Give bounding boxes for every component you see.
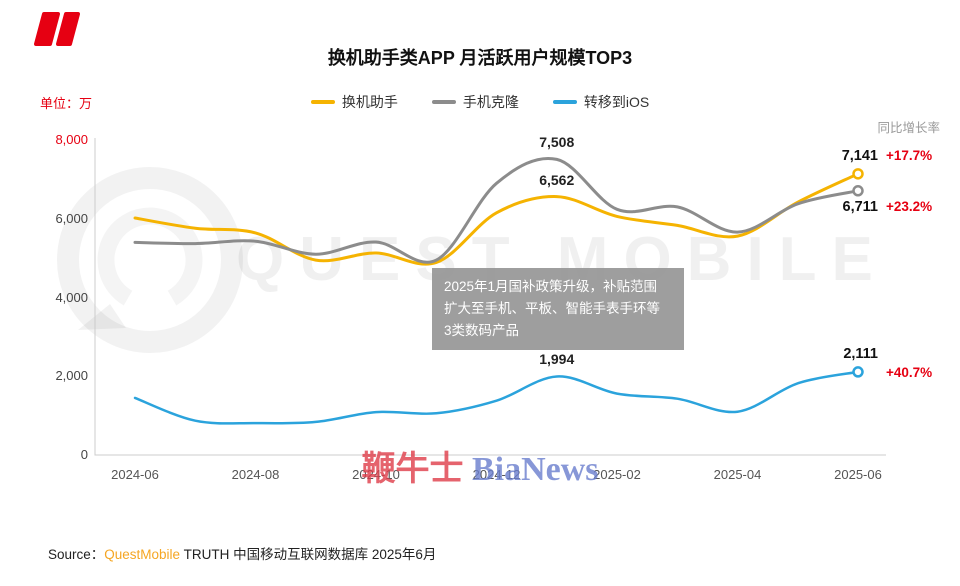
series-end-marker — [852, 366, 864, 378]
series-end-marker — [852, 168, 864, 180]
legend-item: 转移到iOS — [552, 92, 650, 112]
peak-value-label: 6,562 — [539, 171, 575, 188]
legend-swatch-icon — [431, 100, 456, 104]
peak-value-label: 7,508 — [539, 134, 575, 151]
end-value-label: 6,711 — [842, 198, 879, 215]
questmobile-logo-icon — [34, 12, 80, 46]
x-axis-tick-label: 2024-10 — [352, 467, 400, 482]
x-axis-tick-label: 2024-08 — [231, 467, 280, 482]
x-axis-tick-label: 2025-06 — [834, 467, 882, 482]
y-axis-tick-label: 8,000 — [55, 132, 88, 147]
x-axis-tick-label: 2024-12 — [472, 467, 521, 482]
chart-legend: 换机助手 手机克隆 转移到iOS — [0, 92, 960, 112]
x-axis-tick-label: 2024-06 — [111, 467, 159, 482]
x-axis-tick-label: 2025-02 — [593, 467, 641, 482]
legend-label: 换机助手 — [341, 94, 398, 110]
annotation-line: 扩大至手机、平板、智能手表手环等 — [444, 301, 660, 316]
chart-title: 换机助手类APP 月活跃用户规模TOP3 — [327, 48, 633, 68]
source-brand: QuestMobile — [104, 547, 181, 562]
legend-item: 手机克隆 — [431, 92, 519, 112]
annotation-line: 2025年1月国补政策升级，补贴范围 — [444, 279, 658, 294]
series-line — [133, 157, 860, 264]
series-line — [133, 370, 860, 425]
yoy-growth-axis-label: 同比增长率 — [877, 121, 940, 135]
legend-label: 转移到iOS — [583, 94, 650, 110]
y-axis-tick-label: 6,000 — [55, 210, 88, 226]
x-axis-tick-label: 2025-04 — [713, 467, 762, 482]
unit-label: 单位：万 — [40, 96, 93, 111]
legend-swatch-icon — [310, 100, 335, 104]
y-axis-tick-label: 4,000 — [55, 289, 88, 305]
series-end-marker — [852, 185, 864, 197]
y-axis-tick-label: 2,000 — [55, 368, 88, 384]
source-prefix: Source： — [48, 547, 105, 562]
source-suffix: TRUTH 中国移动互联网数据库 2025年6月 — [180, 547, 437, 562]
policy-annotation-box: 2025年1月国补政策升级，补贴范围 扩大至手机、平板、智能手表手环等 3类数码… — [432, 268, 684, 350]
y-axis-tick-label: 0 — [80, 447, 88, 462]
source-line: Source：QuestMobile TRUTH 中国移动互联网数据库 2025… — [48, 543, 436, 563]
legend-label: 手机克隆 — [462, 94, 519, 110]
peak-value-label: 1,994 — [539, 351, 575, 368]
end-value-label: 2,111 — [843, 345, 878, 362]
growth-rate-label: +17.7% — [886, 147, 933, 163]
end-value-label: 7,141 — [841, 147, 878, 164]
growth-rate-label: +40.7% — [886, 364, 933, 380]
growth-rate-label: +23.2% — [886, 198, 933, 214]
legend-swatch-icon — [552, 100, 577, 104]
series-line — [133, 172, 860, 266]
annotation-line: 3类数码产品 — [444, 323, 520, 338]
legend-item: 换机助手 — [310, 92, 398, 112]
